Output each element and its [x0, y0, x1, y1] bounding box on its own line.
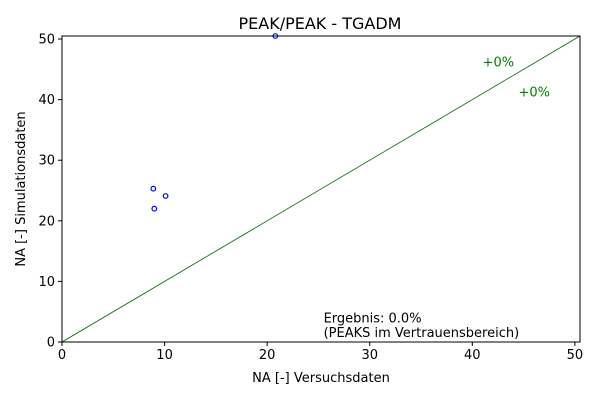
data-point: [150, 185, 157, 192]
y-tick-label: 30: [38, 154, 55, 169]
x-tick-label: 30: [361, 348, 378, 363]
x-tick-label: 50: [567, 348, 584, 363]
y-tick-label: 10: [38, 275, 55, 290]
plot-frame: [61, 35, 581, 343]
annotation-text: Ergebnis: 0.0%: [324, 312, 422, 327]
x-axis-label: NA [-] Versuchsdaten: [252, 371, 390, 386]
annotation-text: +0%: [483, 55, 515, 70]
y-tick-label: 50: [38, 33, 55, 48]
y-tick-label: 40: [38, 93, 55, 108]
x-tick-label: 40: [464, 348, 481, 363]
chart-title: PEAK/PEAK - TGADM: [239, 14, 402, 33]
reference-line: [61, 35, 581, 343]
annotation-text: +0%: [518, 86, 550, 101]
data-point: [162, 193, 169, 199]
x-tick-label: 20: [259, 348, 276, 363]
y-tick-label: 0: [47, 336, 55, 351]
x-axis: 0 10 20 30 40 50: [58, 342, 583, 363]
x-tick-label: 0: [58, 348, 66, 363]
annotation-text: (PEAKS im Vertrauensbereich): [324, 326, 520, 341]
y-axis: 0 10 20 30 40 50: [38, 33, 62, 351]
plot-area: +0% +0% Ergebnis: 0.0%(PEAKS im Vertrauens…: [61, 33, 581, 343]
data-point: [151, 205, 158, 212]
x-tick-label: 10: [156, 348, 173, 363]
y-tick-label: 20: [38, 214, 55, 229]
y-axis-label: NA [-] Simulationsdaten: [14, 111, 29, 266]
